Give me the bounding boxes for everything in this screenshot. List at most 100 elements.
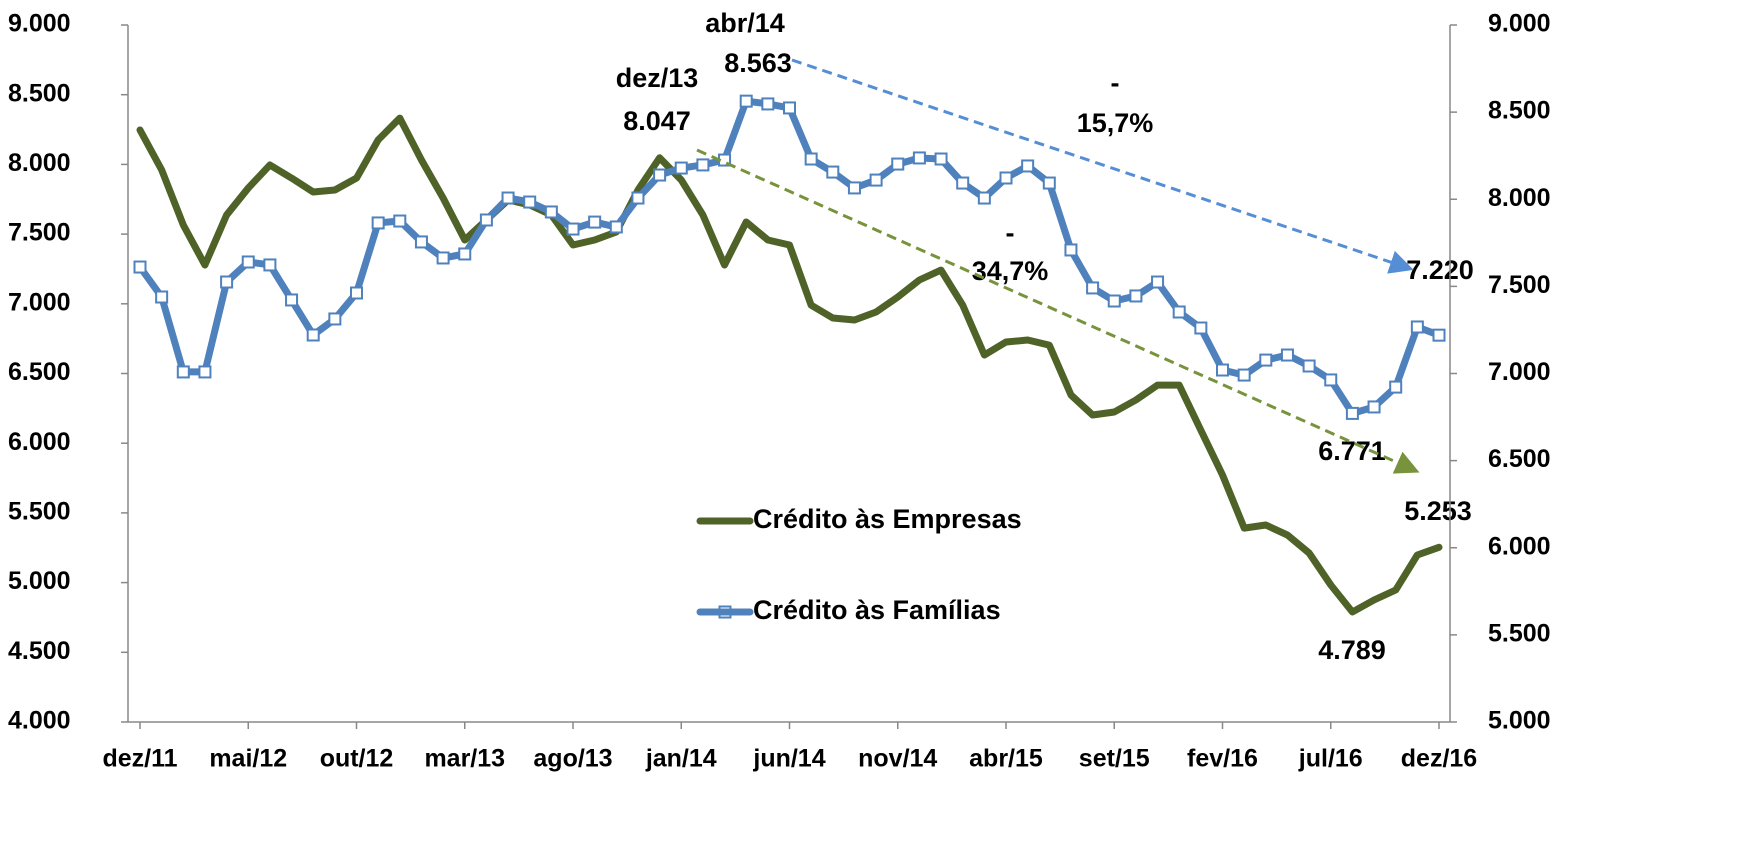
legend-label: Crédito às Famílias <box>753 595 1001 625</box>
y-tick-label: 9.000 <box>8 10 71 38</box>
point-marker <box>1172 305 1186 319</box>
annotation: - <box>1111 68 1120 98</box>
point-marker <box>847 181 861 195</box>
y2-tick-label: 9.000 <box>1488 10 1551 38</box>
y-tick-label: 8.000 <box>8 149 71 177</box>
point-marker <box>350 286 363 300</box>
y-tick-label: 4.000 <box>8 707 71 735</box>
x-tick-label: set/15 <box>1079 745 1150 773</box>
point-marker <box>198 365 212 379</box>
point-marker <box>826 165 840 179</box>
x-tick-label: out/12 <box>320 745 394 773</box>
point-marker <box>155 290 169 304</box>
y-tick-label: 7.500 <box>8 219 71 247</box>
point-marker <box>285 293 299 307</box>
point-marker <box>1107 294 1121 308</box>
point-marker <box>696 158 710 172</box>
y2-tick-label: 7.500 <box>1488 271 1551 299</box>
point-marker <box>1367 400 1381 414</box>
point-marker <box>869 173 883 187</box>
y-tick-label: 7.000 <box>8 288 71 316</box>
point-marker <box>1129 289 1143 303</box>
point-marker <box>176 365 190 379</box>
annotation: 34,7% <box>972 256 1049 286</box>
y2-tick-label: 6.000 <box>1488 532 1551 560</box>
point-marker <box>501 191 515 205</box>
point-marker <box>523 195 537 209</box>
point-marker <box>674 161 688 175</box>
y-tick-label: 4.500 <box>8 637 71 665</box>
point-marker <box>241 255 255 269</box>
point-marker <box>1324 373 1338 387</box>
x-tick-label: ago/13 <box>533 745 612 773</box>
y2-tick-label: 7.000 <box>1488 358 1551 386</box>
annotation: 15,7% <box>1077 108 1154 138</box>
point-marker <box>1345 406 1359 420</box>
x-tick-label: dez/16 <box>1401 745 1477 773</box>
point-marker <box>1237 368 1251 382</box>
point-marker <box>1216 363 1229 377</box>
value-label: 8.563 <box>724 48 792 78</box>
point-marker <box>1064 243 1078 257</box>
point-marker <box>739 94 753 108</box>
x-tick-label: jun/14 <box>752 745 825 773</box>
point-marker <box>631 191 645 205</box>
y2-tick-label: 5.000 <box>1488 707 1551 735</box>
x-tick-label: fev/16 <box>1187 745 1258 773</box>
point-marker <box>804 152 818 166</box>
x-tick-label: jul/16 <box>1298 745 1363 773</box>
point-marker <box>761 97 775 111</box>
y2-tick-label: 5.500 <box>1488 619 1551 647</box>
point-marker <box>934 152 948 166</box>
point-marker <box>544 205 558 219</box>
y2-tick-label: 8.000 <box>1488 184 1551 212</box>
x-tick-label: jan/14 <box>645 745 717 773</box>
point-marker <box>133 260 147 274</box>
point-marker <box>912 151 926 165</box>
point-marker <box>414 235 428 249</box>
point-marker <box>393 214 407 228</box>
annotation: abr/14 <box>705 8 785 38</box>
point-marker <box>1389 380 1403 394</box>
legend-label: Crédito às Empresas <box>753 504 1022 534</box>
point-marker <box>328 312 342 326</box>
point-marker <box>891 157 905 171</box>
value-label: 5.253 <box>1404 496 1472 526</box>
y-tick-label: 6.500 <box>8 358 71 386</box>
point-marker <box>458 247 472 261</box>
point-marker <box>1259 353 1273 367</box>
point-marker <box>1410 320 1424 334</box>
point-marker <box>263 258 277 272</box>
point-marker <box>1086 281 1100 295</box>
point-marker <box>1042 176 1056 190</box>
point-marker <box>999 171 1013 185</box>
point-marker <box>977 191 991 205</box>
y-tick-label: 8.500 <box>8 79 71 107</box>
point-marker <box>1151 275 1165 289</box>
point-marker <box>220 275 234 289</box>
point-marker <box>653 168 667 182</box>
point-marker <box>588 215 602 229</box>
point-marker <box>371 216 385 230</box>
annotation: dez/13 <box>616 63 699 93</box>
point-marker <box>956 176 970 190</box>
x-tick-label: nov/14 <box>858 745 937 773</box>
trend-arrow <box>696 148 1420 474</box>
x-tick-label: dez/11 <box>102 745 177 773</box>
y-tick-label: 5.000 <box>8 567 71 595</box>
value-label: 8.047 <box>623 106 691 136</box>
point-marker <box>436 251 450 265</box>
x-tick-label: abr/15 <box>969 745 1043 773</box>
series-line <box>136 114 1443 616</box>
value-label: 6.771 <box>1318 436 1386 466</box>
trend-arrow <box>791 58 1414 274</box>
x-tick-label: mai/12 <box>209 745 287 773</box>
y2-tick-label: 8.500 <box>1488 97 1551 125</box>
value-label: 4.789 <box>1318 635 1386 665</box>
point-marker <box>1432 328 1446 342</box>
point-marker <box>1021 159 1035 173</box>
y-tick-label: 6.000 <box>8 428 71 456</box>
y-tick-label: 5.500 <box>8 498 71 526</box>
x-tick-label: mar/13 <box>424 745 505 773</box>
